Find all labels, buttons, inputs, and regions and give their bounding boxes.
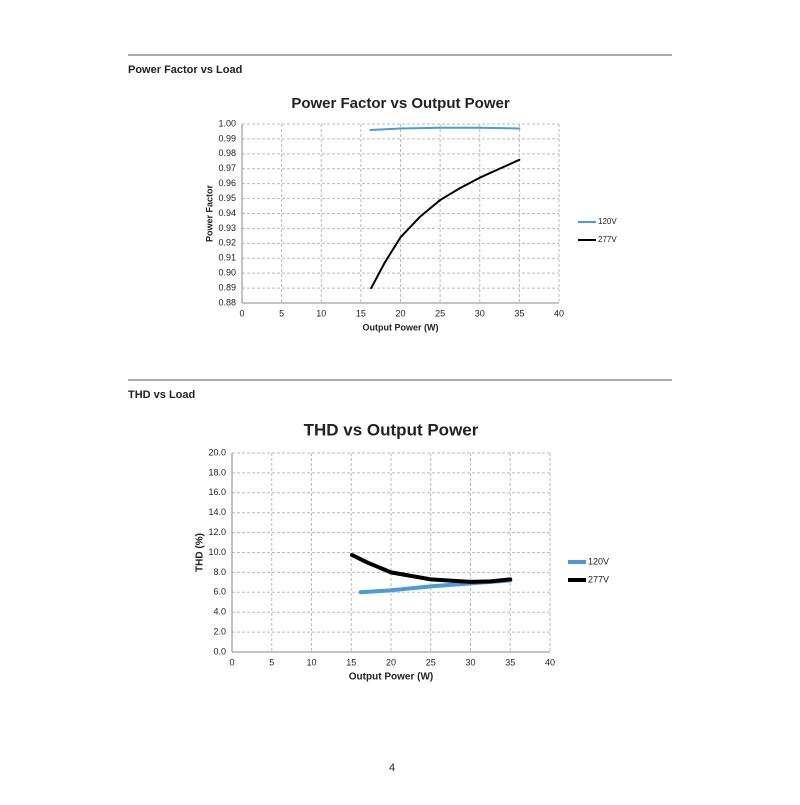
x-axis-label: Output Power (W): [363, 322, 439, 332]
y-axis-label: THD (%): [195, 533, 206, 572]
y-tick-label: 0.89: [218, 282, 236, 292]
y-tick-label: 0.91: [218, 253, 236, 263]
x-tick-label: 40: [554, 308, 564, 318]
legend-label: 277V: [598, 235, 617, 244]
y-tick-label: 20.0: [208, 447, 226, 457]
y-tick-label: 0.88: [218, 297, 236, 307]
x-tick-label: 25: [426, 657, 436, 667]
y-axis-label: Power Factor: [204, 184, 214, 242]
y-tick-label: 6.0: [213, 587, 226, 597]
x-tick-label: 10: [316, 308, 326, 318]
series-line: [350, 552, 513, 584]
section-heading: THD vs Load: [128, 389, 195, 401]
legend-label: 120V: [588, 556, 609, 566]
chart-title: THD vs Output Power: [304, 420, 479, 439]
y-tick-label: 0.90: [218, 268, 236, 278]
y-tick-label: 0.92: [218, 238, 236, 248]
chart-title: Power Factor vs Output Power: [291, 95, 510, 112]
y-tick-label: 0.95: [218, 193, 236, 203]
x-tick-label: 5: [279, 308, 284, 318]
y-tick-label: 0.98: [218, 148, 236, 158]
y-tick-label: 14.0: [208, 507, 226, 517]
x-tick-label: 15: [346, 657, 356, 667]
y-tick-label: 18.0: [208, 467, 226, 477]
legend-label: 120V: [598, 217, 617, 226]
x-tick-label: 10: [306, 657, 316, 667]
x-tick-label: 5: [269, 657, 274, 667]
x-tick-label: 40: [545, 657, 555, 667]
y-tick-label: 16.0: [208, 487, 226, 497]
y-tick-label: 1.00: [218, 118, 236, 128]
x-tick-label: 35: [514, 308, 524, 318]
legend-label: 277V: [588, 574, 609, 584]
x-tick-label: 0: [229, 657, 234, 667]
y-tick-label: 0.99: [218, 133, 236, 143]
y-tick-label: 12.0: [208, 527, 226, 537]
x-tick-label: 30: [465, 657, 475, 667]
series-line: [369, 126, 521, 131]
x-tick-label: 25: [435, 308, 445, 318]
x-tick-label: 20: [386, 657, 396, 667]
y-tick-label: 4.0: [213, 607, 226, 617]
x-tick-label: 35: [505, 657, 515, 667]
y-tick-label: 0.0: [213, 646, 226, 656]
series-line: [370, 158, 521, 290]
section-heading: Power Factor vs Load: [128, 64, 242, 76]
y-tick-label: 0.93: [218, 223, 236, 233]
y-tick-label: 2.0: [213, 626, 226, 636]
y-tick-label: 0.94: [218, 208, 236, 218]
y-tick-label: 0.97: [218, 163, 236, 173]
y-tick-label: 8.0: [213, 567, 226, 577]
x-axis-label: Output Power (W): [349, 672, 433, 683]
x-tick-label: 30: [475, 308, 485, 318]
x-tick-label: 0: [239, 308, 244, 318]
y-tick-label: 10.0: [208, 547, 226, 557]
y-tick-label: 0.96: [218, 178, 236, 188]
x-tick-label: 20: [395, 308, 405, 318]
page-number: 4: [389, 762, 395, 774]
x-tick-label: 15: [356, 308, 366, 318]
